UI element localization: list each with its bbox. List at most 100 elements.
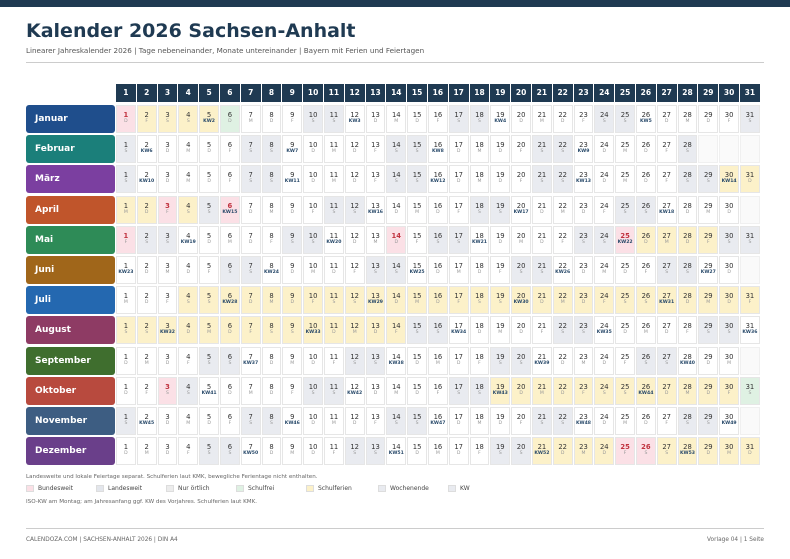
day-number: 14 xyxy=(391,352,401,361)
legend-label: KW xyxy=(460,485,470,492)
day-number: 9 xyxy=(290,262,295,270)
day-cell: 19 F xyxy=(490,256,511,284)
weekday-abbr: S xyxy=(311,390,315,396)
day-cell: 23 M xyxy=(573,437,594,466)
day-number: 14 xyxy=(391,111,401,119)
day-cell: 28 S xyxy=(677,407,698,435)
weekday-abbr: D xyxy=(394,209,399,215)
weekday-abbr: S xyxy=(748,390,752,396)
day-number: 25 xyxy=(620,141,630,150)
day-cell: 10 D xyxy=(303,346,323,375)
day-number: 2 xyxy=(144,262,149,270)
day-number: 24 xyxy=(599,141,609,150)
day-number: 6 xyxy=(227,171,233,180)
weekday-abbr: M xyxy=(623,421,628,426)
week-number: KW17 xyxy=(513,209,529,215)
day-cell: 11 S xyxy=(324,105,344,133)
day-cell: 17 F xyxy=(448,286,469,315)
day-cell: 4 KW19 xyxy=(178,225,199,254)
weekday-abbr: S xyxy=(457,119,461,124)
day-cell: 21 D xyxy=(532,195,552,224)
day-number: 7 xyxy=(248,352,253,361)
weekday-abbr: F xyxy=(290,390,294,396)
day-number: 3 xyxy=(165,413,170,421)
day-cell: 9 KW7 xyxy=(282,135,303,164)
day-number: 18 xyxy=(475,262,484,270)
day-cell: 22 M xyxy=(552,286,573,315)
day-cell: 25 S xyxy=(615,286,635,315)
day-cell: 13 KW16 xyxy=(365,195,386,224)
day-number: 19 xyxy=(495,231,505,240)
weekday-abbr: M xyxy=(331,149,336,155)
day-number: 18 xyxy=(475,201,484,210)
weekday-abbr: S xyxy=(623,300,627,306)
day-number: 9 xyxy=(290,171,295,180)
day-cell: 6 KW28 xyxy=(220,286,240,315)
day-number: 18 xyxy=(475,111,484,119)
day-number: 11 xyxy=(329,413,339,421)
day-cell: 16 D xyxy=(428,286,448,315)
day-cell: 21 S xyxy=(532,165,552,194)
day-number: 21 xyxy=(537,443,547,452)
day-cell: 12 D xyxy=(344,135,365,164)
day-cell: 12 KW3 xyxy=(344,105,365,133)
day-number: 1 xyxy=(123,141,129,150)
day-number: 26 xyxy=(641,382,651,391)
weekday-abbr: F xyxy=(582,119,585,124)
weekday-abbr: D xyxy=(706,119,711,124)
weekday-abbr: D xyxy=(352,421,357,426)
day-number: 25 xyxy=(620,201,630,210)
weekday-abbr: M xyxy=(269,300,274,306)
weekday-abbr: M xyxy=(477,179,482,185)
weekday-abbr: D xyxy=(144,209,149,215)
day-number: 23 xyxy=(579,413,588,421)
day-cell: 26 S xyxy=(636,437,656,466)
day-number: 29 xyxy=(703,171,713,180)
weekday-abbr: D xyxy=(456,179,461,185)
day-number: 2 xyxy=(144,201,149,210)
day-number: 29 xyxy=(703,201,713,210)
weekday-abbr: S xyxy=(457,239,461,245)
day-cell: 10 D xyxy=(303,165,323,194)
weekday-abbr: M xyxy=(144,451,149,457)
day-number: 15 xyxy=(412,352,422,361)
day-number: 12 xyxy=(350,111,360,119)
weekday-abbr: M xyxy=(165,270,170,275)
day-cell: 26 D xyxy=(636,225,656,254)
day-cell: 26 KW5 xyxy=(636,105,656,133)
weekday-abbr: S xyxy=(207,360,211,366)
day-cell: 17 F xyxy=(448,195,469,224)
weekday-abbr: M xyxy=(435,360,440,366)
week-number: KW35 xyxy=(596,330,612,336)
day-number: 3 xyxy=(165,292,170,301)
day-number: 11 xyxy=(329,201,339,210)
weekday-abbr: D xyxy=(727,270,731,275)
weekday-abbr: D xyxy=(519,119,523,124)
weekday-abbr: S xyxy=(415,179,419,185)
day-number: 30 xyxy=(724,322,734,331)
day-number: 28 xyxy=(683,111,692,119)
weekday-abbr: M xyxy=(643,330,648,336)
weekday-abbr: D xyxy=(207,149,211,155)
day-number: 11 xyxy=(329,111,339,119)
day-number: 20 xyxy=(516,111,526,119)
day-cell: 22 S xyxy=(552,165,573,194)
day-number: 16 xyxy=(433,413,443,421)
weekday-abbr: S xyxy=(478,390,481,396)
day-cell: 29 F xyxy=(698,225,719,254)
day-number: 2 xyxy=(144,382,149,391)
day-number: 30 xyxy=(724,443,734,452)
week-number: KW53 xyxy=(679,451,695,457)
day-number: 1 xyxy=(123,322,129,331)
day-header-19: 19 xyxy=(490,84,511,102)
day-cell: 20 D xyxy=(511,105,531,133)
week-number: KW31 xyxy=(659,300,675,306)
weekday-abbr: M xyxy=(415,209,420,215)
weekday-abbr: M xyxy=(685,390,690,396)
day-cell: 14 KW38 xyxy=(386,346,407,375)
